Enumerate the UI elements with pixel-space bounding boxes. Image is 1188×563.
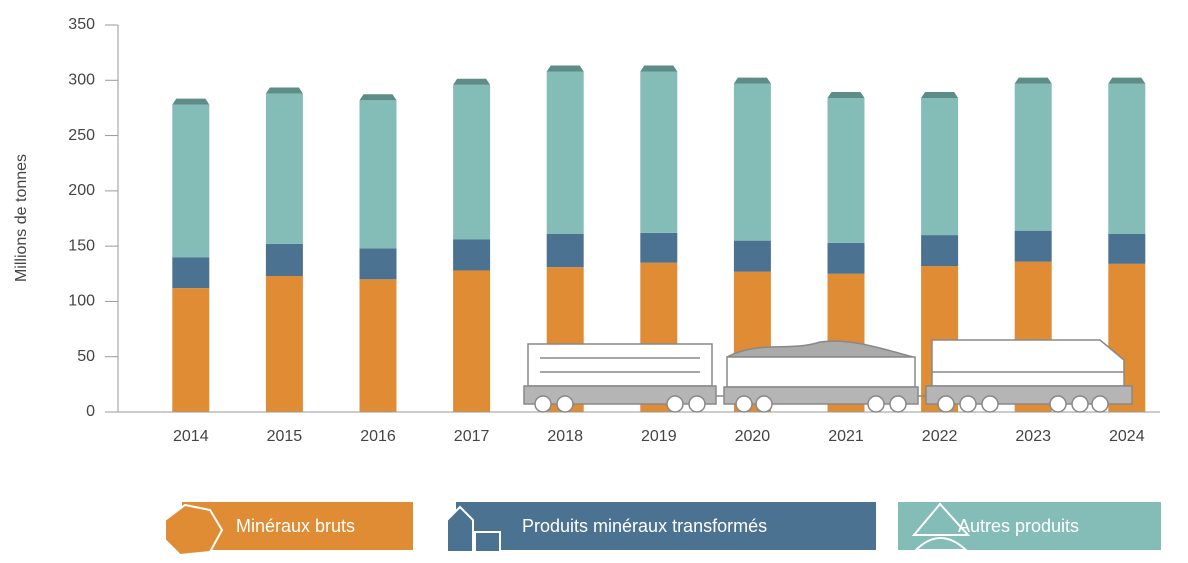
x-tick-label: 2015 [267, 428, 303, 445]
x-tick-label: 2020 [735, 428, 771, 445]
legend-label: Produits minéraux transformés [522, 516, 767, 536]
y-tick-label: 50 [77, 348, 95, 365]
legend-icon [911, 502, 971, 551]
bar-segment [546, 71, 584, 234]
legend-label: Autres produits [958, 516, 1079, 536]
bar-segment [827, 242, 865, 274]
bar-segment [1014, 83, 1052, 231]
bar-segment [1108, 233, 1146, 264]
y-tick-label: 350 [68, 16, 95, 33]
bar-segment [359, 100, 397, 249]
bar-segment [172, 257, 210, 289]
bar-segment [265, 93, 303, 244]
x-tick-label: 2018 [547, 428, 583, 445]
bar-cap [453, 78, 491, 85]
bar-cap [1014, 77, 1052, 84]
x-tick-label: 2019 [641, 428, 677, 445]
bar-segment [359, 279, 397, 412]
bar-cap [733, 77, 771, 84]
bar-segment [921, 97, 959, 236]
bar-cap [546, 65, 584, 72]
x-tick-label: 2017 [454, 428, 490, 445]
legend-label: Minéraux bruts [236, 516, 355, 536]
x-tick-label: 2014 [173, 428, 209, 445]
x-tick-label: 2024 [1109, 428, 1145, 445]
legend: Minéraux bruts Produits minéraux transfo… [164, 502, 1161, 557]
bar-cap [359, 94, 397, 101]
y-tick-label: 250 [68, 127, 95, 144]
bar-segment [1108, 83, 1146, 234]
bar-segment [453, 84, 491, 240]
bar-segment [265, 275, 303, 412]
bar-cap [827, 91, 865, 98]
legend-icon [164, 503, 224, 557]
plot [172, 65, 1146, 412]
train-illustration [523, 339, 1133, 413]
x-tick-label: 2021 [828, 428, 864, 445]
y-tick-label: 100 [68, 293, 95, 310]
y-tick-label: 200 [68, 182, 95, 199]
bar-segment [921, 235, 959, 267]
bar-segment [172, 288, 210, 412]
legend-icon [446, 505, 501, 553]
bar-cap [1108, 77, 1146, 84]
bar-segment [546, 233, 584, 268]
bar-segment [172, 104, 210, 258]
bar-cap [640, 65, 678, 72]
y-tick-label: 300 [68, 72, 95, 89]
x-tick-label: 2022 [922, 428, 958, 445]
y-tick-label: 0 [86, 403, 95, 420]
bar-segment [733, 240, 771, 272]
bar-cap [265, 87, 303, 94]
bar-segment [453, 239, 491, 271]
bar-cap [172, 98, 210, 105]
legend-swatch [456, 502, 876, 550]
bar-segment [733, 83, 771, 241]
bar-cap [921, 91, 959, 98]
bar-segment [359, 248, 397, 280]
bar-segment [640, 71, 678, 233]
y-tick-label: 150 [68, 237, 95, 254]
bar-segment [453, 270, 491, 412]
bar-segment [1014, 230, 1052, 262]
bar-segment [827, 97, 865, 243]
bar-segment [265, 243, 303, 276]
y-axis-label: Millions de tonnes [13, 154, 30, 282]
x-tick-label: 2023 [1015, 428, 1051, 445]
x-tick-label: 2016 [360, 428, 396, 445]
bar-segment [640, 232, 678, 263]
